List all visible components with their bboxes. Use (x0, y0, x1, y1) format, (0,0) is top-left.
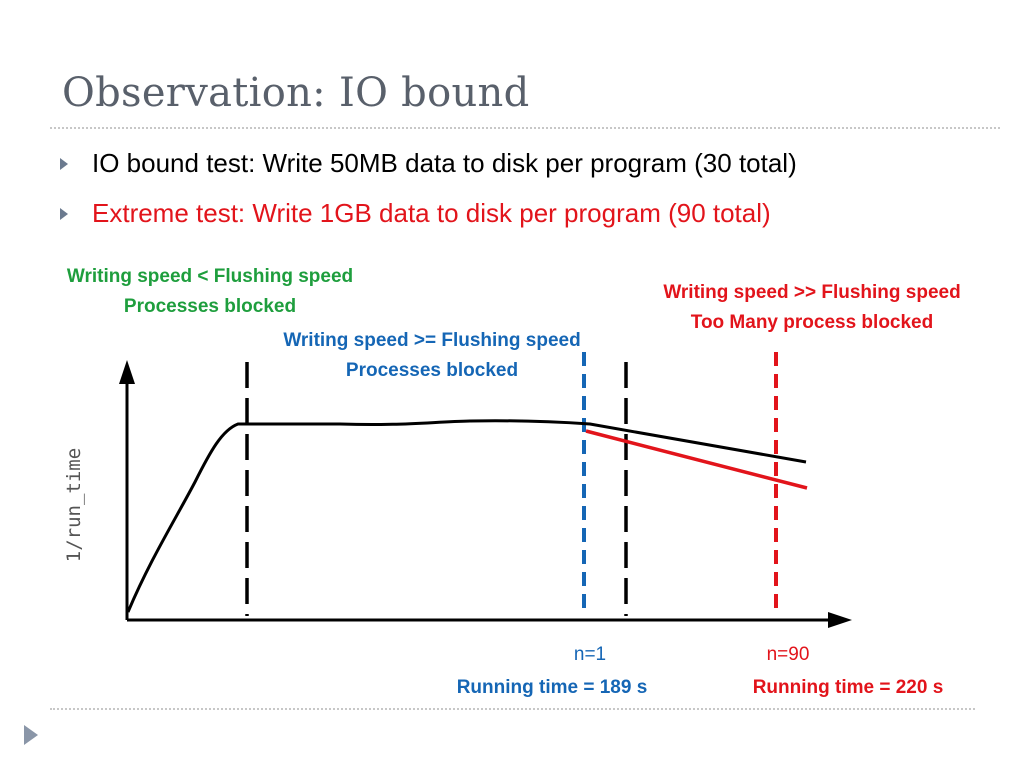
io-bound-curve (126, 419, 807, 613)
annotation-line: Writing speed < Flushing speed (66, 266, 354, 287)
annotation-green: Writing speed < Flushing speed Processes… (20, 262, 400, 322)
x-axis-arrow-icon (828, 612, 852, 628)
nav-arrow-icon[interactable] (24, 725, 38, 745)
bullet-item: Extreme test: Write 1GB data to disk per… (60, 198, 771, 229)
footer-divider (50, 708, 975, 710)
bullet-text: Extreme test: Write 1GB data to disk per… (92, 198, 771, 228)
annotation-line: Processes blocked (123, 296, 297, 317)
bullet-text: IO bound test: Write 50MB data to disk p… (92, 148, 797, 178)
annotation-line: Writing speed >> Flushing speed (663, 282, 961, 303)
annotation-line: Writing speed >= Flushing speed (283, 330, 581, 351)
extreme-test-curve (585, 429, 808, 490)
annotation-line: Too Many process blocked (690, 312, 934, 333)
annotation-blue: Writing speed >= Flushing speed Processe… (232, 326, 632, 386)
marker-label-n1: n=1 (574, 644, 606, 665)
title-divider (50, 127, 1000, 129)
page-title: Observation: IO bound (62, 70, 530, 116)
bullet-item: IO bound test: Write 50MB data to disk p… (60, 148, 797, 179)
running-time-blue: Running time = 189 s (457, 677, 648, 698)
y-axis-label: 1/run_time (63, 448, 85, 562)
bullet-arrow-icon (60, 207, 68, 220)
marker-label-n90: n=90 (767, 644, 810, 665)
annotation-red: Writing speed >> Flushing speed Too Many… (612, 278, 1012, 338)
bullet-arrow-icon (60, 157, 68, 170)
running-time-red: Running time = 220 s (753, 677, 944, 698)
y-axis-arrow-icon (119, 360, 135, 384)
annotation-line: Processes blocked (345, 360, 519, 381)
